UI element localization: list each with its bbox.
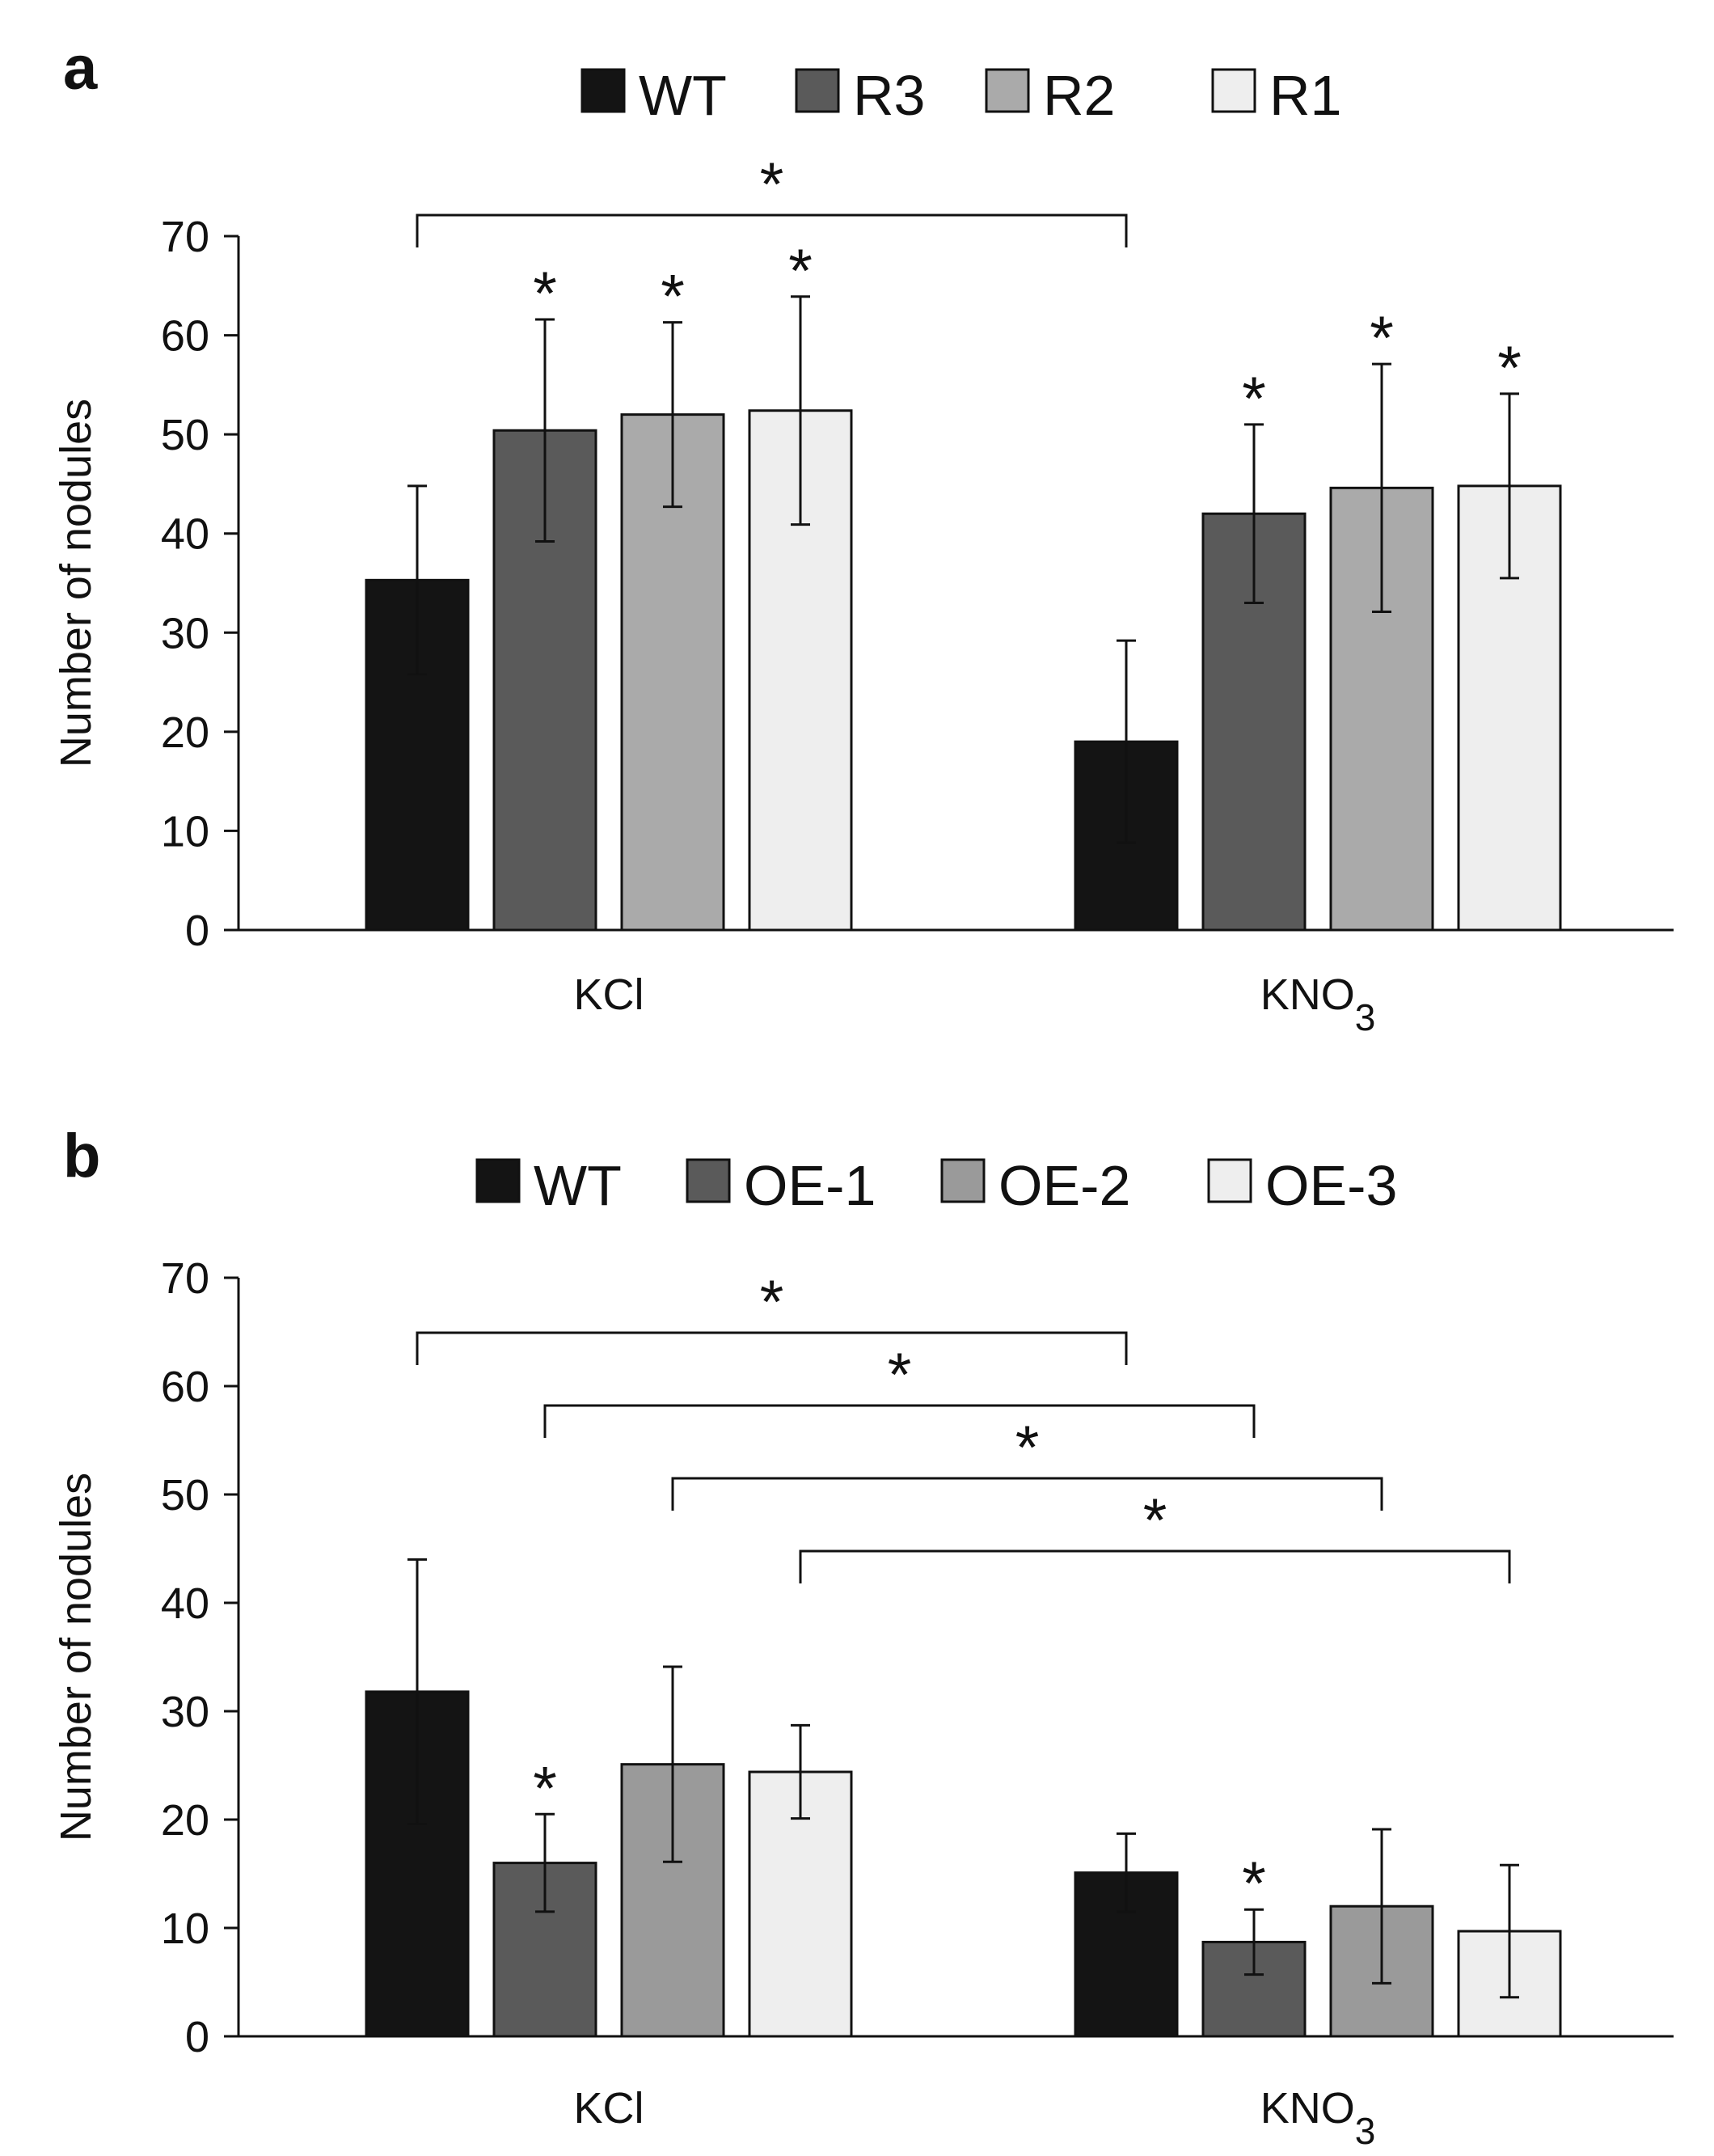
category-label-base: KNO bbox=[1260, 2084, 1355, 2133]
y-tick-label: 60 bbox=[161, 1363, 209, 1411]
legend-swatch bbox=[795, 68, 840, 113]
legend-label: R1 bbox=[1269, 64, 1341, 127]
bar bbox=[492, 429, 597, 932]
legend-swatch bbox=[1207, 1158, 1252, 1203]
legend-swatch bbox=[940, 1158, 986, 1203]
y-axis-label: Number of nodules bbox=[52, 399, 100, 767]
significance-star: * bbox=[1242, 365, 1266, 433]
y-tick-label: 60 bbox=[161, 312, 209, 361]
y-tick-label: 10 bbox=[161, 807, 209, 856]
significance-bracket bbox=[671, 1477, 1383, 1511]
y-tick-label: 30 bbox=[161, 609, 209, 657]
panel-letter: b bbox=[63, 1122, 100, 1190]
y-tick-label: 0 bbox=[185, 907, 209, 955]
bracket-star: * bbox=[1143, 1486, 1167, 1555]
bracket-star: * bbox=[888, 1341, 912, 1410]
legend-swatch bbox=[686, 1158, 731, 1203]
bracket-star: * bbox=[760, 150, 784, 219]
legend-label: OE-3 bbox=[1265, 1154, 1397, 1217]
category-label-base: KCl bbox=[573, 2084, 644, 2133]
significance-star: * bbox=[788, 237, 813, 306]
significance-star: * bbox=[533, 1754, 557, 1823]
legend-swatch bbox=[580, 68, 626, 113]
y-tick-label: 40 bbox=[161, 1579, 209, 1628]
legend-label: OE-2 bbox=[998, 1154, 1130, 1217]
significance-star: * bbox=[661, 263, 685, 332]
legend-label: R2 bbox=[1043, 64, 1115, 127]
legend-swatch bbox=[1211, 68, 1256, 113]
significance-star: * bbox=[1242, 1850, 1266, 1918]
significance-star: * bbox=[533, 260, 557, 328]
significance-bracket bbox=[416, 1331, 1128, 1365]
legend-swatch bbox=[475, 1158, 521, 1203]
category-label-base: KNO bbox=[1260, 970, 1355, 1019]
bracket-star: * bbox=[1015, 1414, 1040, 1482]
legend-swatch bbox=[985, 68, 1030, 113]
category-label-subscript: 3 bbox=[1355, 996, 1376, 1038]
y-tick-label: 20 bbox=[161, 1796, 209, 1845]
y-tick-label: 70 bbox=[161, 213, 209, 261]
category-label-subscript: 3 bbox=[1355, 2110, 1376, 2152]
y-tick-label: 40 bbox=[161, 510, 209, 559]
category-label: KNO3 bbox=[1260, 2084, 1376, 2152]
bracket-star: * bbox=[760, 1268, 784, 1337]
legend-label: OE-1 bbox=[744, 1154, 876, 1217]
panel-letter: a bbox=[63, 34, 98, 103]
significance-star: * bbox=[1497, 334, 1522, 403]
category-label: KCl bbox=[573, 2084, 644, 2133]
y-tick-label: 0 bbox=[185, 2013, 209, 2061]
significance-bracket bbox=[799, 1549, 1511, 1583]
category-label: KCl bbox=[573, 970, 644, 1019]
significance-bracket bbox=[416, 213, 1128, 247]
significance-star: * bbox=[1370, 304, 1394, 373]
significance-bracket bbox=[543, 1404, 1256, 1438]
y-tick-label: 50 bbox=[161, 1471, 209, 1520]
y-tick-label: 30 bbox=[161, 1688, 209, 1736]
legend-label: WT bbox=[534, 1154, 622, 1217]
y-tick-label: 70 bbox=[161, 1254, 209, 1303]
y-tick-label: 50 bbox=[161, 411, 209, 459]
y-tick-label: 10 bbox=[161, 1904, 209, 1953]
y-axis-label: Number of nodules bbox=[52, 1473, 100, 1841]
legend-label: R3 bbox=[853, 64, 925, 127]
category-label-base: KCl bbox=[573, 970, 644, 1019]
legend-label: WT bbox=[639, 64, 727, 127]
y-tick-label: 20 bbox=[161, 708, 209, 757]
category-label: KNO3 bbox=[1260, 970, 1376, 1038]
